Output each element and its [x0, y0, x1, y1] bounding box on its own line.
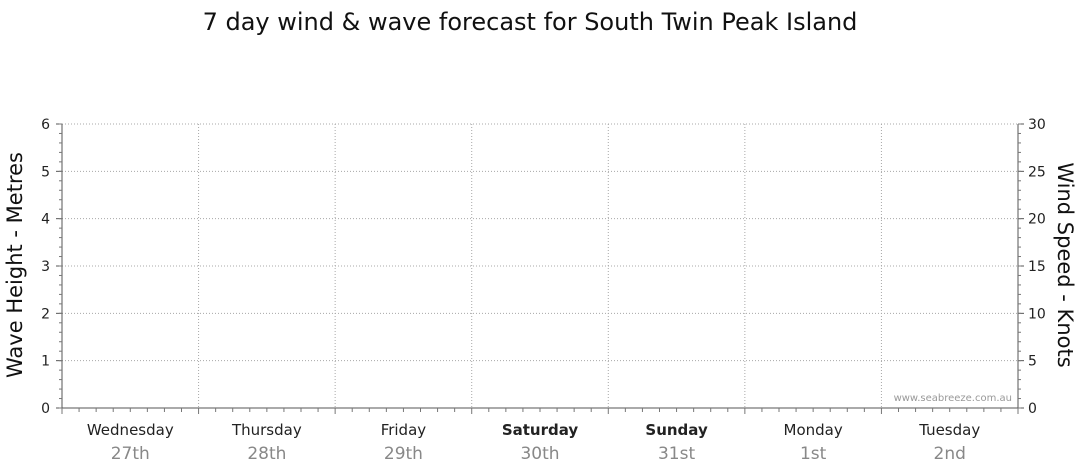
chart-title: 7 day wind & wave forecast for South Twi…	[203, 8, 858, 36]
left-tick-label: 2	[41, 306, 50, 322]
day-date-label: 1st	[800, 444, 827, 464]
left-tick-label: 6	[41, 117, 50, 133]
day-name-label: Tuesday	[918, 421, 980, 439]
axes	[61, 124, 1019, 414]
grid-lines	[62, 123, 1018, 408]
right-tick-label: 20	[1028, 212, 1046, 228]
day-date-label: 28th	[247, 444, 286, 464]
day-name-label: Wednesday	[87, 421, 174, 439]
right-tick-label: 10	[1028, 306, 1046, 322]
day-name-label: Saturday	[502, 421, 579, 439]
right-tick-label: 0	[1028, 401, 1037, 417]
right-tick-label: 15	[1028, 259, 1046, 275]
right-tick-label: 5	[1028, 354, 1037, 370]
right-tick-label: 30	[1028, 117, 1046, 133]
left-tick-label: 1	[41, 354, 50, 370]
day-date-label: 29th	[384, 444, 423, 464]
left-tick-label: 3	[41, 259, 50, 275]
day-labels: Wednesday 27th Thursday 28th Friday 29th Satur…	[87, 421, 980, 464]
day-name-label: Sunday	[645, 421, 708, 439]
left-tick-label: 5	[41, 164, 50, 180]
left-axis-title: Wave Height - Metres	[3, 152, 27, 378]
watermark: www.seabreeze.com.au	[894, 393, 1012, 404]
day-date-label: 2nd	[934, 444, 966, 464]
right-tick-label: 25	[1028, 164, 1046, 180]
day-date-label: 27th	[111, 444, 150, 464]
day-date-label: 30th	[520, 444, 559, 464]
day-name-label: Friday	[381, 421, 427, 439]
left-tick-label: 0	[41, 401, 50, 417]
right-axis-ticks: 0 5 10 15 20 25 30	[1018, 117, 1046, 417]
day-name-label: Thursday	[231, 421, 302, 439]
right-axis-title: Wind Speed - Knots	[1053, 162, 1077, 367]
left-tick-label: 4	[41, 212, 50, 228]
day-name-label: Monday	[784, 421, 843, 439]
day-date-label: 31st	[658, 444, 695, 464]
left-axis-ticks: 0 1 2 3 4 5 6	[41, 117, 62, 417]
